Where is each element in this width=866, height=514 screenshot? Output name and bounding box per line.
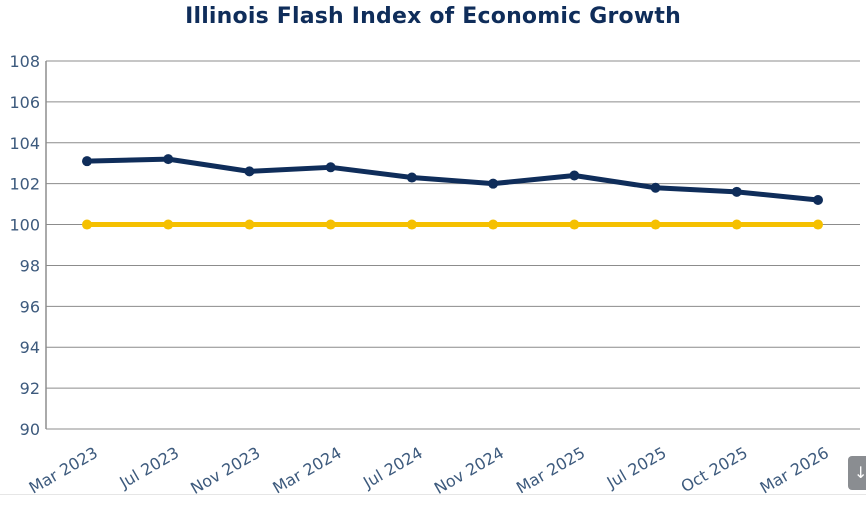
y-tick-label: 102 [9,175,40,194]
download-arrow-icon: ↓ [854,463,866,482]
data-point [163,154,174,165]
y-axis-ticks: 108 106 104 102 100 98 96 94 92 90 [9,52,40,439]
data-point [650,219,661,230]
gridlines [45,60,860,430]
data-point [406,219,417,230]
x-tick-label: Jul 2024 [359,443,426,493]
x-tick-label: Jul 2025 [603,443,670,493]
series-points [82,154,823,230]
x-tick-label: Oct 2025 [678,443,751,496]
data-point [813,219,823,230]
data-point [244,166,255,177]
y-tick-label: 96 [20,297,40,316]
data-point [244,219,255,230]
data-point [569,170,580,181]
data-point [650,182,661,193]
series-lines [84,156,821,228]
y-tick-label: 108 [9,52,40,71]
y-tick-label: 90 [20,420,40,439]
y-tick-label: 104 [9,134,40,153]
data-point [325,162,336,173]
x-tick-label: Nov 2024 [431,443,507,498]
y-tick-label: 92 [20,379,40,398]
chart-title: Illinois Flash Index of Economic Growth [185,4,681,29]
y-tick-label: 98 [20,256,40,275]
data-point [569,219,580,230]
data-point [406,172,417,183]
data-point [325,219,336,230]
data-point [488,178,499,189]
x-tick-label: Mar 2026 [757,443,832,497]
data-point [488,219,499,230]
x-tick-label: Mar 2025 [513,443,588,497]
series-line [84,156,821,203]
data-point [813,195,823,206]
x-tick-label: Mar 2024 [269,443,344,497]
download-button[interactable]: ↓ [848,456,866,490]
x-tick-label: Nov 2023 [187,443,263,498]
data-point [163,219,174,230]
y-tick-label: 106 [9,93,40,112]
data-point [731,219,742,230]
x-tick-label: Jul 2023 [115,443,182,493]
bottom-divider [0,494,866,495]
y-tick-label: 100 [9,216,40,235]
y-tick-label: 94 [20,338,40,357]
x-tick-label: Mar 2023 [26,443,101,497]
x-axis-ticks: Mar 2023 Jul 2023 Nov 2023 Mar 2024 Jul 2024… [26,443,832,498]
data-point [82,156,92,167]
data-point [82,219,92,230]
data-point [731,186,742,197]
